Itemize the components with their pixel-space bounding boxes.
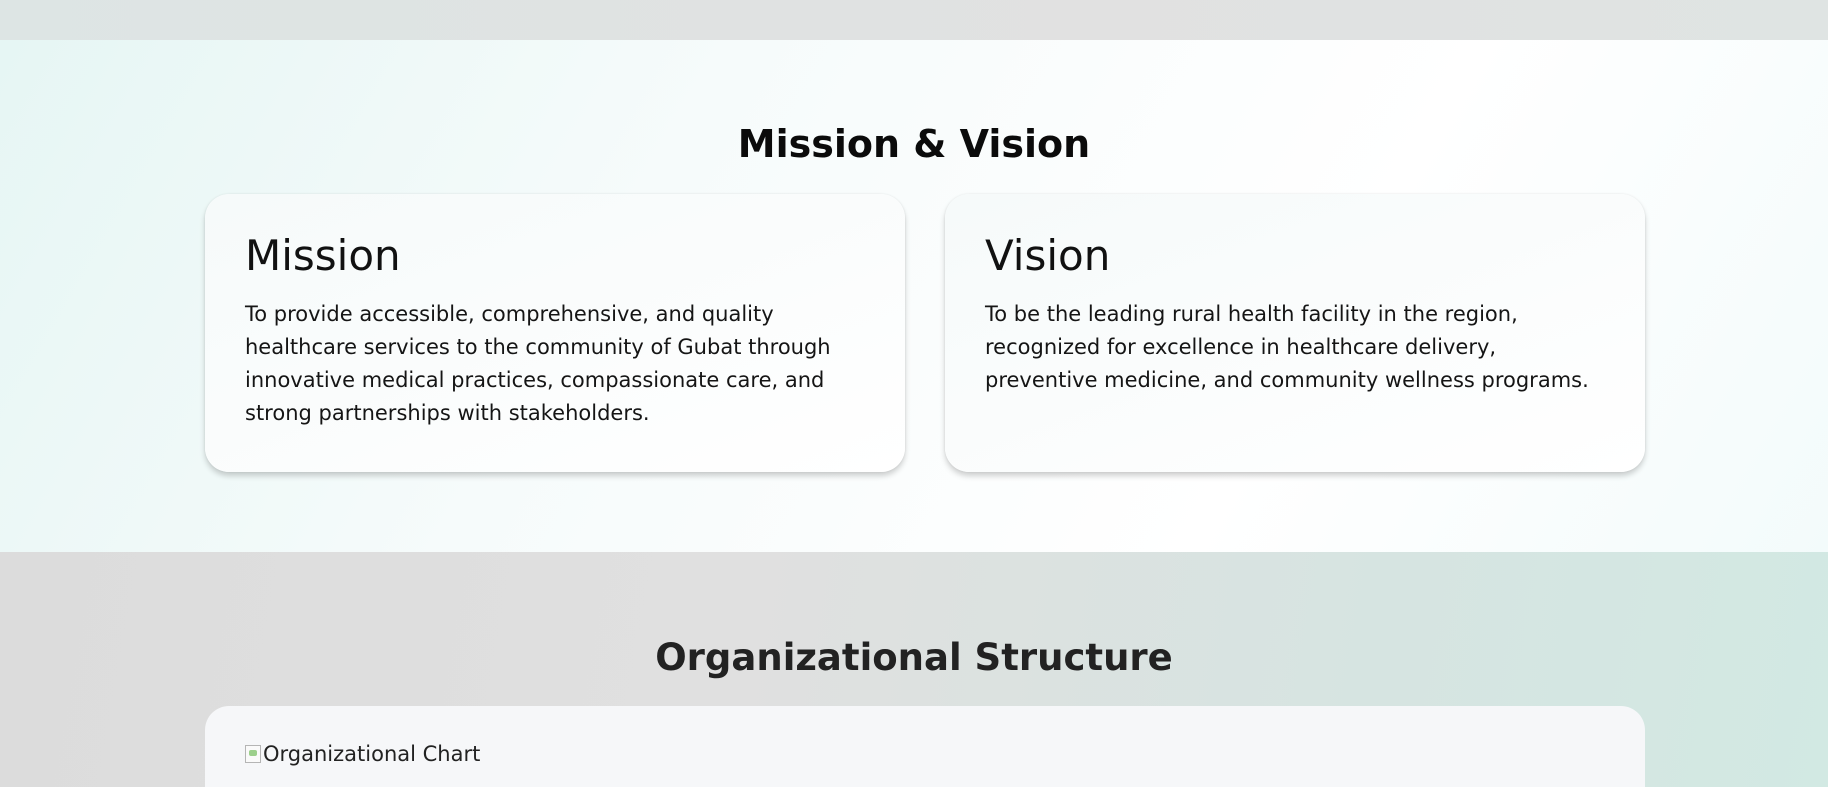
org-chart-alt-text: Organizational Chart	[263, 742, 481, 766]
broken-image-icon	[245, 745, 261, 763]
top-strip	[0, 0, 1828, 40]
mission-vision-title: Mission & Vision	[737, 122, 1091, 166]
vision-heading: Vision	[985, 231, 1111, 280]
org-chart-image: Organizational Chart	[245, 742, 1605, 766]
vision-card: Vision To be the leading rural health fa…	[945, 194, 1645, 472]
mission-text: To provide accessible, comprehensive, an…	[245, 302, 831, 425]
mission-card: Mission To provide accessible, comprehen…	[205, 194, 905, 472]
org-chart-card: Organizational Chart	[205, 706, 1645, 787]
mission-heading: Mission	[245, 231, 401, 280]
org-structure-section: Organizational Structure Organizational …	[0, 552, 1828, 787]
org-structure-title: Organizational Structure	[655, 636, 1173, 679]
vision-text: To be the leading rural health facility …	[985, 302, 1589, 392]
mission-vision-section: Mission & Vision Mission To provide acce…	[0, 40, 1828, 552]
